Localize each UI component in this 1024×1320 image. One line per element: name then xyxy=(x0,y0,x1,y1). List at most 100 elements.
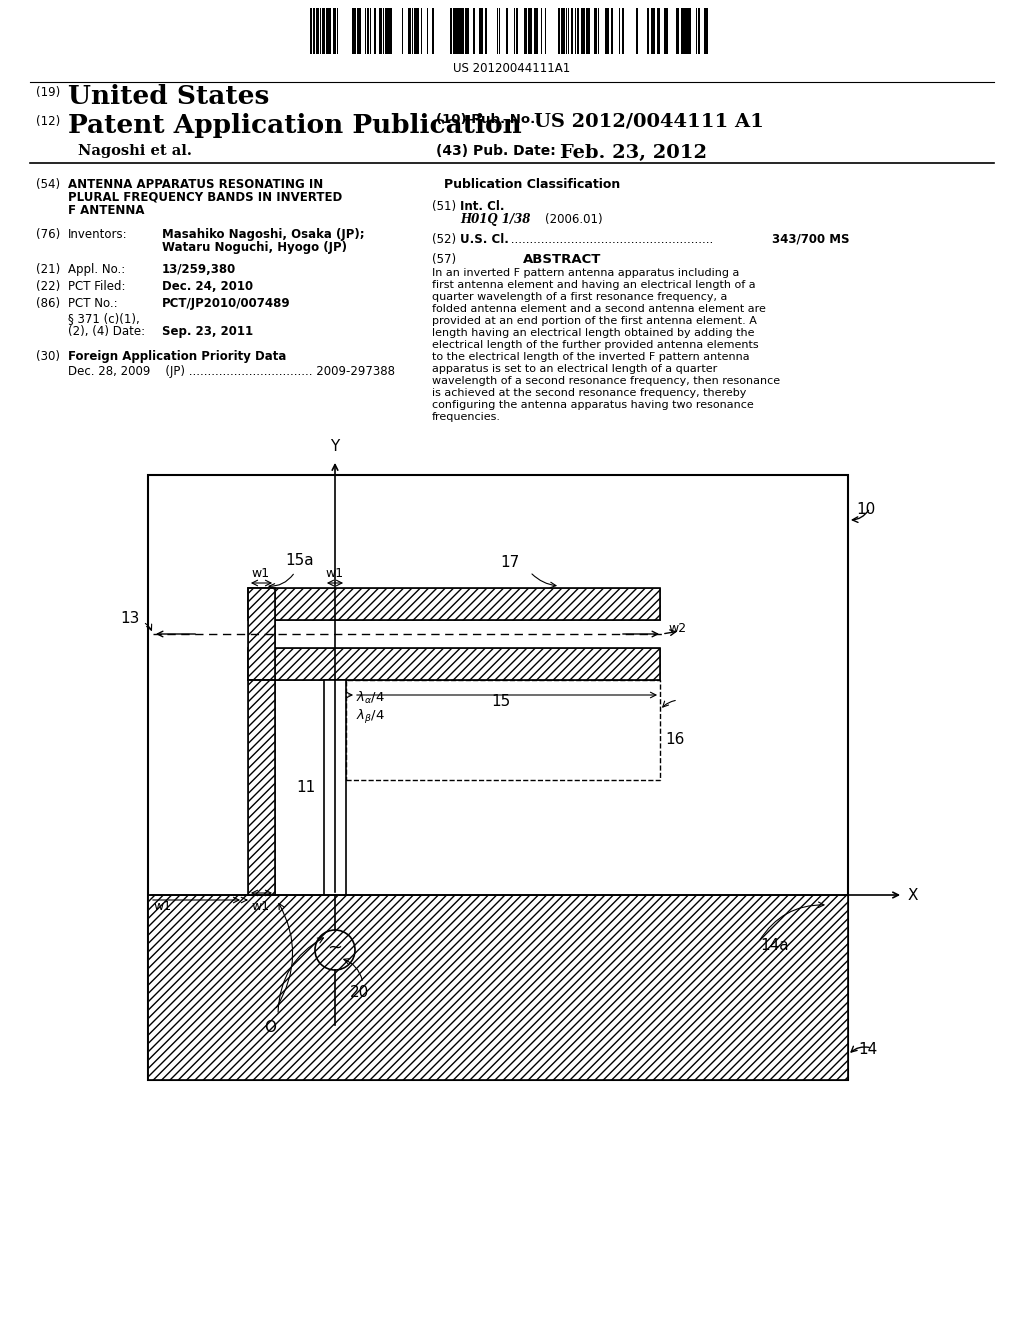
Text: (52): (52) xyxy=(432,234,456,246)
Text: w1: w1 xyxy=(326,568,344,579)
Text: electrical length of the further provided antenna elements: electrical length of the further provide… xyxy=(432,341,759,350)
Bar xyxy=(681,8,685,54)
Bar xyxy=(148,475,848,1080)
Bar xyxy=(458,8,460,54)
Text: Publication Classification: Publication Classification xyxy=(443,178,621,191)
Bar xyxy=(506,8,508,54)
Bar xyxy=(581,8,585,54)
Text: (54): (54) xyxy=(36,178,60,191)
Text: Feb. 23, 2012: Feb. 23, 2012 xyxy=(560,144,707,162)
Text: (2006.01): (2006.01) xyxy=(545,213,603,226)
Bar xyxy=(148,895,848,1080)
Bar xyxy=(388,8,392,54)
Bar xyxy=(408,8,411,54)
Bar xyxy=(414,8,417,54)
Bar xyxy=(357,8,361,54)
Text: first antenna element and having an electrical length of a: first antenna element and having an elec… xyxy=(432,280,756,290)
Text: 17: 17 xyxy=(500,554,519,570)
Bar xyxy=(148,895,848,1080)
Bar xyxy=(479,8,483,54)
Text: F ANTENNA: F ANTENNA xyxy=(68,205,144,216)
Text: w1: w1 xyxy=(252,568,270,579)
Bar xyxy=(605,8,609,54)
Bar xyxy=(326,8,328,54)
Text: w2: w2 xyxy=(668,623,686,635)
Text: Y: Y xyxy=(331,440,340,454)
Bar xyxy=(595,8,597,54)
Text: § 371 (c)(1),: § 371 (c)(1), xyxy=(68,312,139,325)
Bar xyxy=(374,8,376,54)
Bar xyxy=(530,8,532,54)
Bar xyxy=(248,587,660,620)
Bar xyxy=(367,8,369,54)
Text: O: O xyxy=(264,1020,276,1035)
Bar xyxy=(248,680,275,895)
Text: Sep. 23, 2011: Sep. 23, 2011 xyxy=(162,325,253,338)
Bar xyxy=(310,8,312,54)
Text: (21): (21) xyxy=(36,263,60,276)
Text: (43) Pub. Date:: (43) Pub. Date: xyxy=(436,144,556,158)
Text: Dec. 28, 2009    (JP) ................................. 2009-297388: Dec. 28, 2009 (JP) .....................… xyxy=(68,366,395,378)
Text: 16: 16 xyxy=(665,733,684,747)
Text: Wataru Noguchi, Hyogo (JP): Wataru Noguchi, Hyogo (JP) xyxy=(162,242,347,253)
Text: PCT No.:: PCT No.: xyxy=(68,297,118,310)
Bar xyxy=(328,8,331,54)
Text: 15: 15 xyxy=(490,694,510,710)
Bar xyxy=(456,8,458,54)
Text: Masahiko Nagoshi, Osaka (JP);: Masahiko Nagoshi, Osaka (JP); xyxy=(162,228,365,242)
Bar xyxy=(685,8,687,54)
Text: 14: 14 xyxy=(858,1043,878,1057)
Bar xyxy=(248,648,660,680)
Text: w1: w1 xyxy=(252,900,270,913)
Bar xyxy=(248,648,660,680)
Text: (22): (22) xyxy=(36,280,60,293)
Bar xyxy=(352,8,356,54)
Text: apparatus is set to an electrical length of a quarter: apparatus is set to an electrical length… xyxy=(432,364,717,374)
Text: 13/259,380: 13/259,380 xyxy=(162,263,237,276)
Text: 14a: 14a xyxy=(760,937,788,953)
Bar xyxy=(460,8,464,54)
Text: ABSTRACT: ABSTRACT xyxy=(523,253,601,267)
Text: (10) Pub. No.:: (10) Pub. No.: xyxy=(436,114,541,125)
Bar xyxy=(622,8,624,54)
Bar xyxy=(528,8,530,54)
Text: $\lambda_\beta$/4: $\lambda_\beta$/4 xyxy=(356,708,385,726)
Bar xyxy=(473,8,475,54)
Text: (86): (86) xyxy=(36,297,60,310)
Bar xyxy=(611,8,613,54)
Text: PCT Filed:: PCT Filed: xyxy=(68,280,126,293)
Bar xyxy=(453,8,456,54)
Text: PLURAL FREQUENCY BANDS IN INVERTED: PLURAL FREQUENCY BANDS IN INVERTED xyxy=(68,191,342,205)
Bar xyxy=(536,8,538,54)
Bar xyxy=(561,8,565,54)
Text: 343/700 MS: 343/700 MS xyxy=(772,234,850,246)
Text: 11: 11 xyxy=(297,780,316,795)
Bar xyxy=(346,680,660,780)
Text: (51): (51) xyxy=(432,201,456,213)
Bar xyxy=(705,8,708,54)
Bar xyxy=(657,8,660,54)
Text: (2), (4) Date:: (2), (4) Date: xyxy=(68,325,145,338)
Bar xyxy=(450,8,452,54)
Text: (76): (76) xyxy=(36,228,60,242)
Text: PCT/JP2010/007489: PCT/JP2010/007489 xyxy=(162,297,291,310)
Text: $\lambda_\alpha$/4: $\lambda_\alpha$/4 xyxy=(356,690,385,706)
Bar xyxy=(248,587,660,620)
Bar xyxy=(698,8,700,54)
Text: US 2012/0044111 A1: US 2012/0044111 A1 xyxy=(534,114,764,131)
Text: Nagoshi et al.: Nagoshi et al. xyxy=(78,144,191,158)
Text: Dec. 24, 2010: Dec. 24, 2010 xyxy=(162,280,253,293)
Bar xyxy=(485,8,487,54)
Text: Int. Cl.: Int. Cl. xyxy=(460,201,505,213)
Bar xyxy=(524,8,527,54)
Bar xyxy=(647,8,649,54)
Text: configuring the antenna apparatus having two resonance: configuring the antenna apparatus having… xyxy=(432,400,754,411)
Text: Patent Application Publication: Patent Application Publication xyxy=(68,114,522,139)
Bar xyxy=(248,587,275,680)
Text: US 20120044111A1: US 20120044111A1 xyxy=(454,62,570,75)
Text: 10: 10 xyxy=(856,503,876,517)
Text: U.S. Cl.: U.S. Cl. xyxy=(460,234,509,246)
Text: H01Q 1/38: H01Q 1/38 xyxy=(460,213,530,226)
Text: to the electrical length of the inverted F pattern antenna: to the electrical length of the inverted… xyxy=(432,352,750,362)
Bar xyxy=(664,8,668,54)
